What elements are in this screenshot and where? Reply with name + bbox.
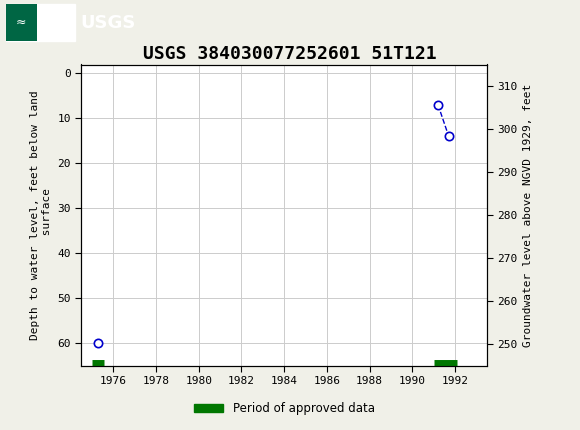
Y-axis label: Groundwater level above NGVD 1929, feet: Groundwater level above NGVD 1929, feet (523, 83, 534, 347)
Text: ≈: ≈ (16, 15, 26, 29)
FancyBboxPatch shape (6, 3, 37, 41)
Legend: Period of approved data: Period of approved data (189, 397, 379, 420)
Y-axis label: Depth to water level, feet below land
 surface: Depth to water level, feet below land su… (30, 90, 52, 340)
FancyBboxPatch shape (6, 3, 75, 41)
Text: USGS 384030077252601 51T121: USGS 384030077252601 51T121 (143, 45, 437, 63)
Text: USGS: USGS (80, 14, 135, 31)
